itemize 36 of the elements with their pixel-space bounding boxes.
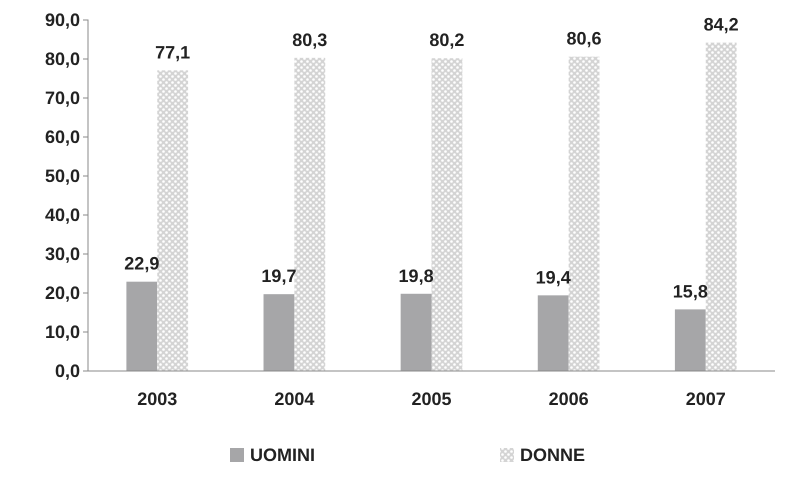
- x-tick-label: 2005: [411, 389, 452, 409]
- legend-label: DONNE: [520, 445, 586, 465]
- bar: [157, 70, 188, 371]
- bar: [126, 282, 158, 371]
- data-label: 15,8: [672, 281, 708, 302]
- data-label: 80,6: [566, 28, 602, 49]
- bar: [538, 295, 569, 371]
- bar: [294, 58, 326, 371]
- data-label: 80,3: [292, 30, 328, 50]
- y-tick-label: 10,0: [44, 322, 80, 342]
- y-tick-label: 70,0: [44, 88, 80, 108]
- bar: [674, 309, 706, 371]
- bar: [432, 58, 462, 371]
- data-label: 19,7: [261, 266, 296, 286]
- data-label: 19,4: [536, 267, 571, 288]
- x-tick-label: 2003: [137, 389, 178, 409]
- data-label: 80,2: [429, 30, 464, 50]
- data-label: 84,2: [704, 14, 739, 35]
- bar: [264, 294, 294, 371]
- x-tick-label: 2004: [274, 389, 314, 409]
- y-tick-label: 50,0: [44, 166, 80, 186]
- y-tick-label: 90,0: [44, 10, 80, 30]
- y-tick-label: 40,0: [44, 204, 80, 225]
- x-tick-label: 2007: [686, 389, 726, 409]
- data-label: 19,8: [398, 266, 434, 286]
- y-tick-label: 0,0: [54, 360, 80, 381]
- y-tick-label: 60,0: [44, 126, 80, 147]
- legend-label: UOMINI: [250, 445, 315, 465]
- bar: [400, 294, 432, 371]
- data-label: 77,1: [155, 42, 190, 62]
- y-tick-label: 30,0: [44, 244, 80, 264]
- bar: [706, 42, 737, 371]
- x-tick-label: 2006: [548, 389, 589, 409]
- data-label: 22,9: [124, 254, 160, 274]
- y-tick-label: 80,0: [44, 48, 80, 69]
- y-tick-label: 20,0: [44, 282, 80, 303]
